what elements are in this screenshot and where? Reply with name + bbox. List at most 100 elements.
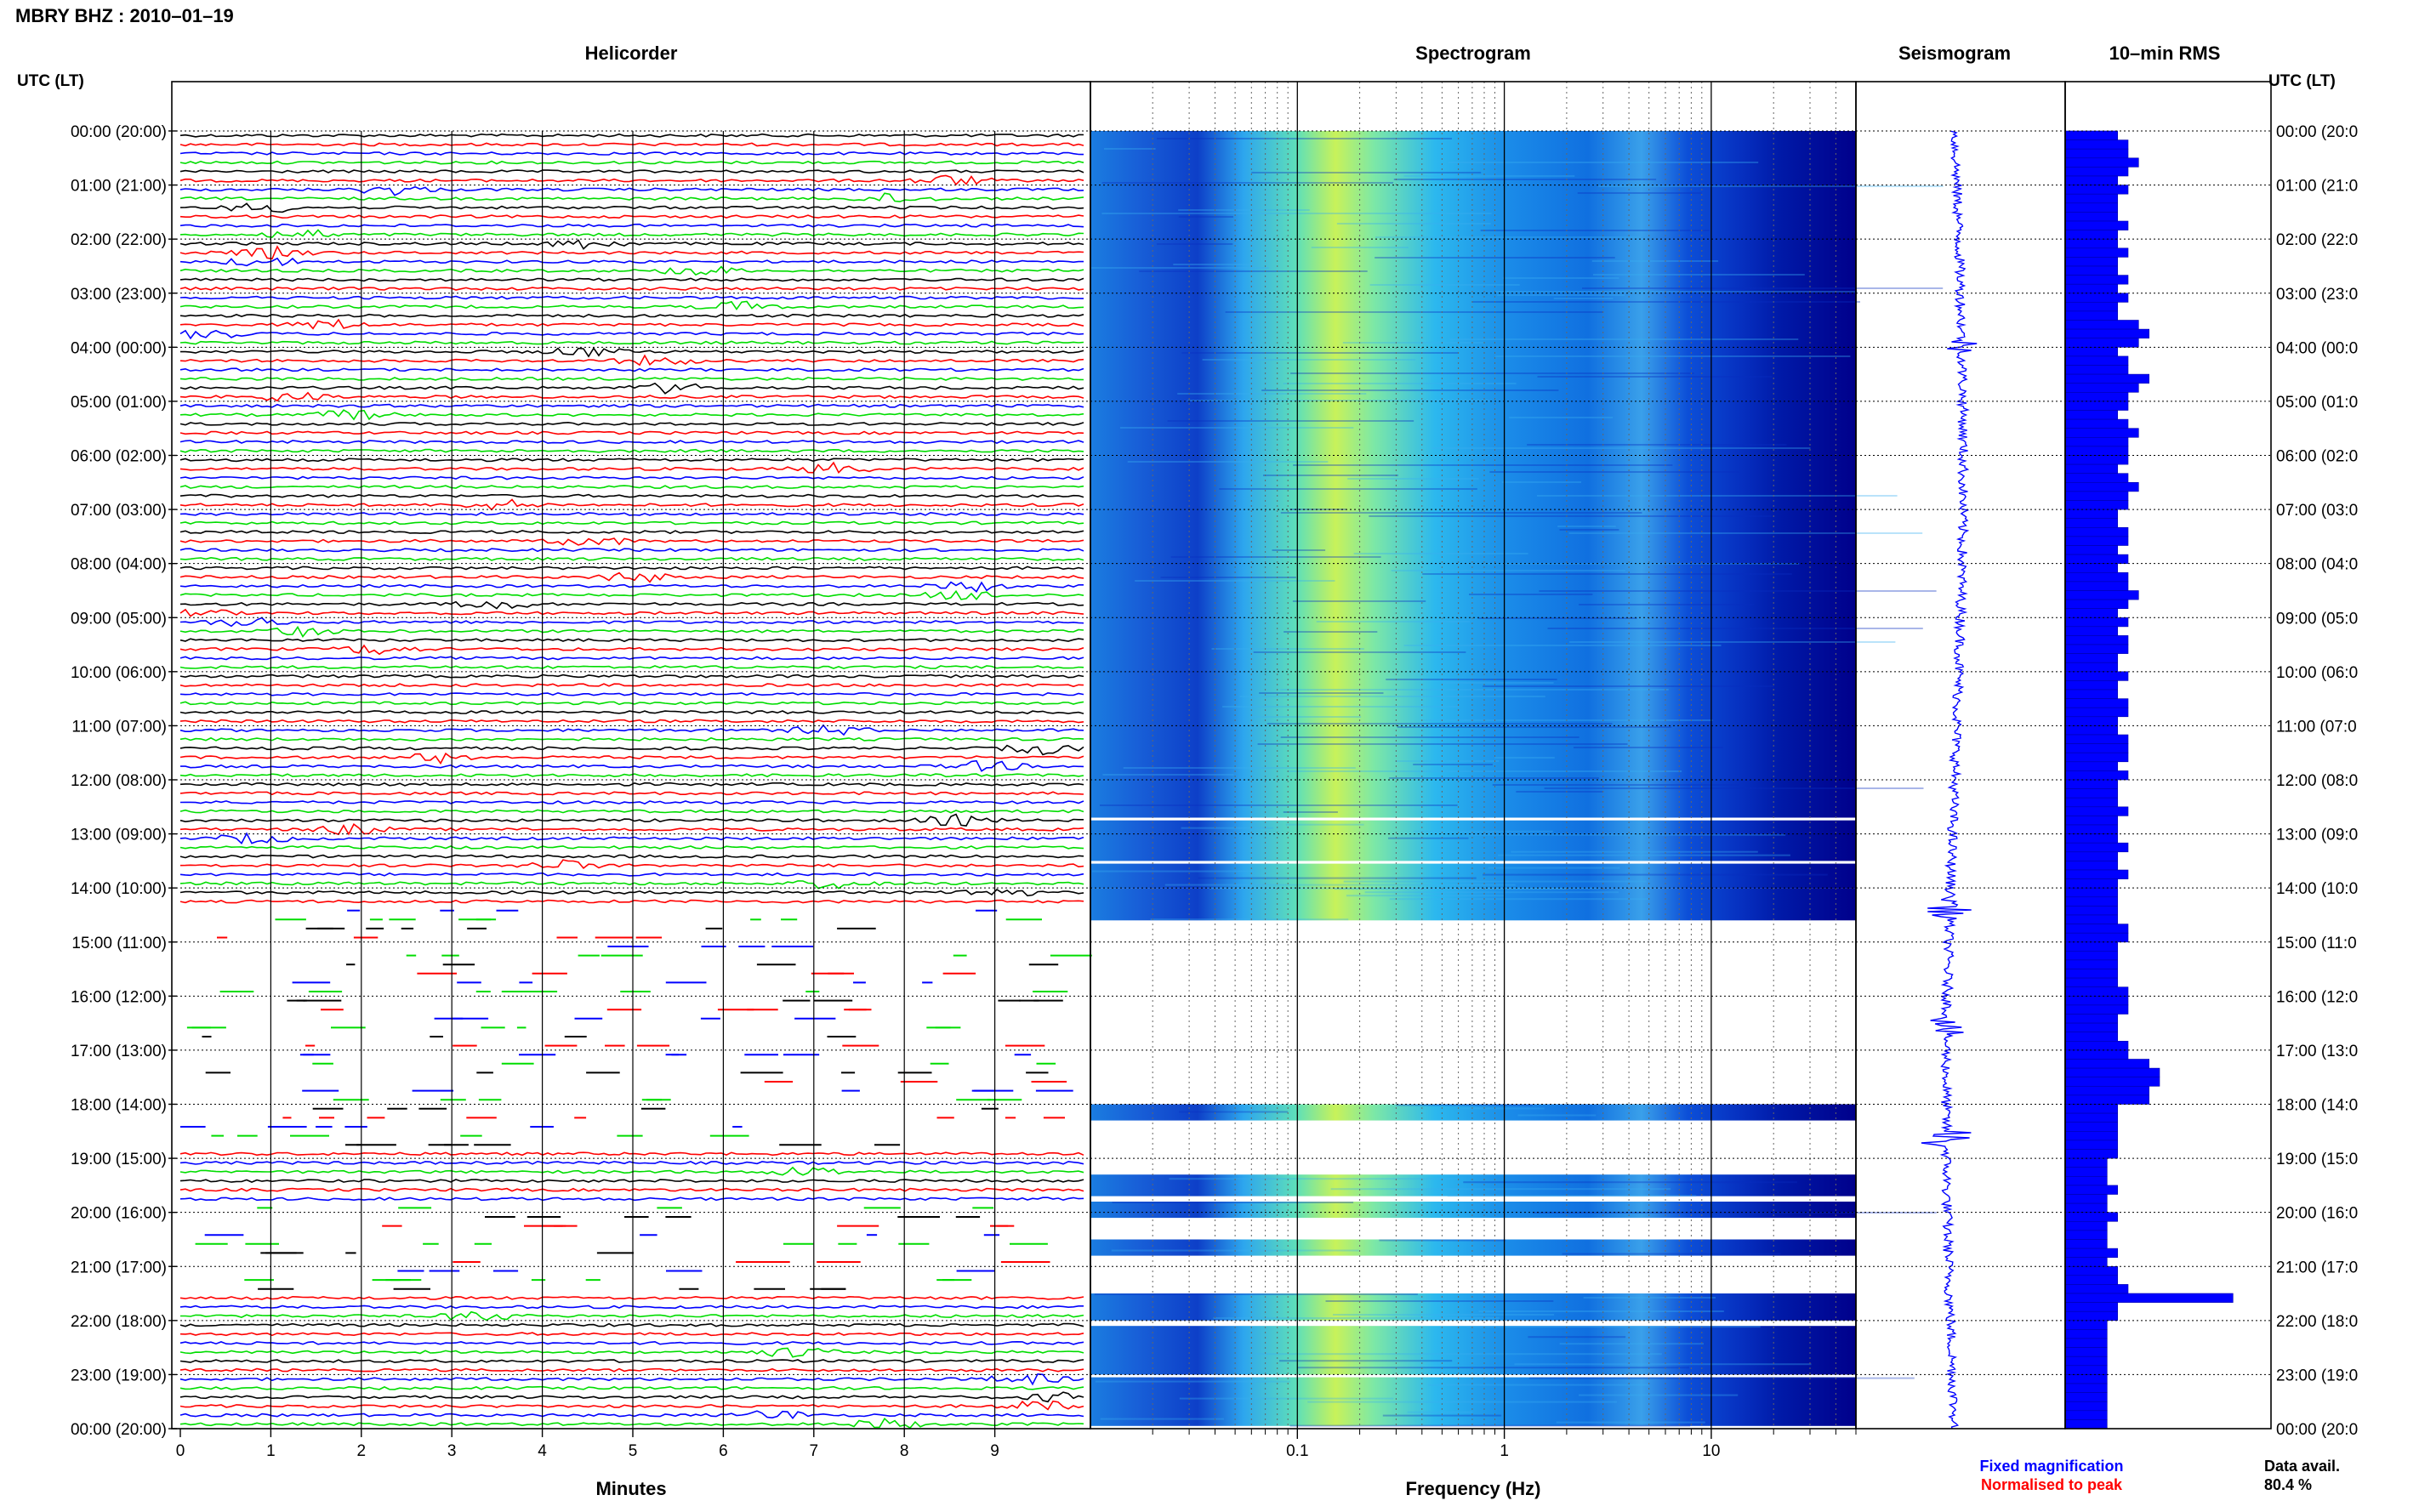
rms-bar <box>2064 293 2129 303</box>
left-time-label: 01:00 (21:00) <box>71 178 167 196</box>
right-time-label: 12:00 (08:0 <box>2276 772 2358 790</box>
rms-bar <box>2064 346 2119 357</box>
spectrogram-streak <box>1325 1300 1554 1302</box>
panel-frames <box>171 81 2272 1430</box>
helicorder-trace <box>179 354 1084 367</box>
helicorder-trace <box>179 257 1084 267</box>
helicorder-trace <box>179 340 1084 345</box>
rms-bar <box>2064 355 2129 366</box>
right-time-label: 19:00 (15:0 <box>2276 1151 2358 1168</box>
spectrogram-streak <box>1164 884 1516 886</box>
rms-bar <box>2064 816 2119 826</box>
spectrogram-streak <box>1559 529 1619 531</box>
left-time-label: 21:00 (17:00) <box>71 1259 167 1276</box>
rms-bar <box>2064 698 2129 708</box>
rms-bar <box>2064 545 2119 555</box>
helicorder-x-tick-label: 5 <box>629 1442 638 1460</box>
spectrogram-streak <box>1577 192 1702 194</box>
rms-bar <box>2064 1347 2108 1357</box>
spectrogram-streak <box>1292 600 1426 602</box>
rms-bar <box>2064 1230 2108 1240</box>
rms-bar <box>2064 139 2129 150</box>
helicorder-trace <box>179 421 1084 426</box>
helicorder-x-tick-label: 8 <box>900 1442 909 1460</box>
spectrogram-streak <box>1569 641 1896 643</box>
right-time-label: 03:00 (23:0 <box>2276 286 2358 304</box>
rms-bar <box>2064 1122 2119 1132</box>
rms-bar <box>2064 1275 2119 1285</box>
spectrogram-streak <box>1157 138 1452 139</box>
helicorder-trace <box>179 888 1084 897</box>
spectrogram-title: Spectrogram <box>1415 43 1531 64</box>
right-time-label: 22:00 (18:0 <box>2276 1313 2358 1331</box>
rms-bar <box>2064 581 2129 591</box>
spectrogram-streak <box>1364 891 1619 894</box>
helicorder-trace <box>179 493 1084 498</box>
spectrogram-streak <box>1375 257 1615 259</box>
helicorder-trace <box>179 581 1084 593</box>
helicorder-trace <box>179 773 1084 778</box>
spectrogram-streak <box>1213 1317 1500 1319</box>
right-time-label: 01:00 (21:0 <box>2276 178 2358 196</box>
helicorder-x-tick-label: 3 <box>447 1442 457 1460</box>
helicorder-trace <box>179 845 1084 850</box>
rms-bar <box>2064 626 2119 636</box>
spectrogram-streak <box>1382 1414 1502 1417</box>
spectrogram-streak <box>1255 1353 1662 1356</box>
rms-bar <box>2064 436 2129 447</box>
rms-bar <box>2064 410 2119 420</box>
right-time-label: 16:00 (12:0 <box>2276 988 2358 1006</box>
rms-bar <box>2064 977 2119 987</box>
rms-bar <box>2064 275 2129 285</box>
left-time-label: 11:00 (07:00) <box>71 718 167 736</box>
helicorder-trace <box>179 600 1084 610</box>
left-time-label: 23:00 (19:00) <box>71 1367 167 1384</box>
helicorder-trace <box>179 1305 1084 1310</box>
rms-bar <box>2064 734 2129 744</box>
spectrogram-streak <box>1516 791 1603 793</box>
spectrogram-streak <box>1492 784 1739 786</box>
rms-bar <box>2064 1248 2119 1258</box>
helicorder-trace <box>179 430 1084 435</box>
rms-bar <box>2064 869 2129 879</box>
right-time-label: 21:00 (17:0 <box>2276 1259 2358 1276</box>
helicorder-trace <box>179 872 1084 877</box>
spectrogram-streak <box>1469 594 1593 595</box>
helicorder-trace <box>179 245 1084 260</box>
spectrogram-streak <box>1403 175 1575 177</box>
right-time-label: 07:00 (03:0 <box>2276 502 2358 520</box>
helicorder-trace <box>179 160 1084 165</box>
rms-bar <box>2064 1202 2108 1213</box>
spectrogram-streak <box>1139 270 1368 272</box>
spectrogram-streak <box>1119 427 1354 429</box>
rms-bar <box>2064 887 2119 898</box>
spectrogram-streak <box>1169 1178 1460 1180</box>
right-time-label: 15:00 (11:0 <box>2276 935 2357 952</box>
spectrogram-streak <box>1391 570 1625 571</box>
helicorder-x-tick-label: 2 <box>357 1442 367 1460</box>
rms-bar <box>2064 283 2119 294</box>
spectrogram-streak <box>1253 651 1466 653</box>
helicorder-trace <box>179 665 1084 669</box>
rms-bar <box>2064 148 2129 159</box>
rms-bar <box>2064 608 2119 618</box>
spectrogram-streak <box>1251 172 1482 173</box>
rms-bar <box>2064 671 2129 681</box>
spectrogram-streak <box>1101 182 1393 184</box>
left-time-label: 06:00 (02:00) <box>71 448 167 466</box>
rms-bar <box>2064 806 2129 816</box>
spectrogram-streak <box>1386 679 1557 680</box>
helicorder-trace <box>179 1151 1084 1157</box>
helicorder-trace <box>179 239 1084 250</box>
spectrogram-x-tick-label: 0.1 <box>1286 1442 1308 1460</box>
spectrogram-streak <box>1297 1367 1689 1369</box>
rms-bar <box>2064 1067 2160 1077</box>
spectrogram-streak <box>1497 294 1625 296</box>
rms-bar <box>2064 500 2129 510</box>
rms-bar <box>2064 1149 2119 1159</box>
helicorder-trace <box>179 1417 1084 1430</box>
rms-bar <box>2064 1239 2108 1249</box>
spectrogram-streak <box>1261 389 1559 391</box>
helicorder-trace <box>179 174 1084 186</box>
helicorder-trace <box>179 498 1084 511</box>
